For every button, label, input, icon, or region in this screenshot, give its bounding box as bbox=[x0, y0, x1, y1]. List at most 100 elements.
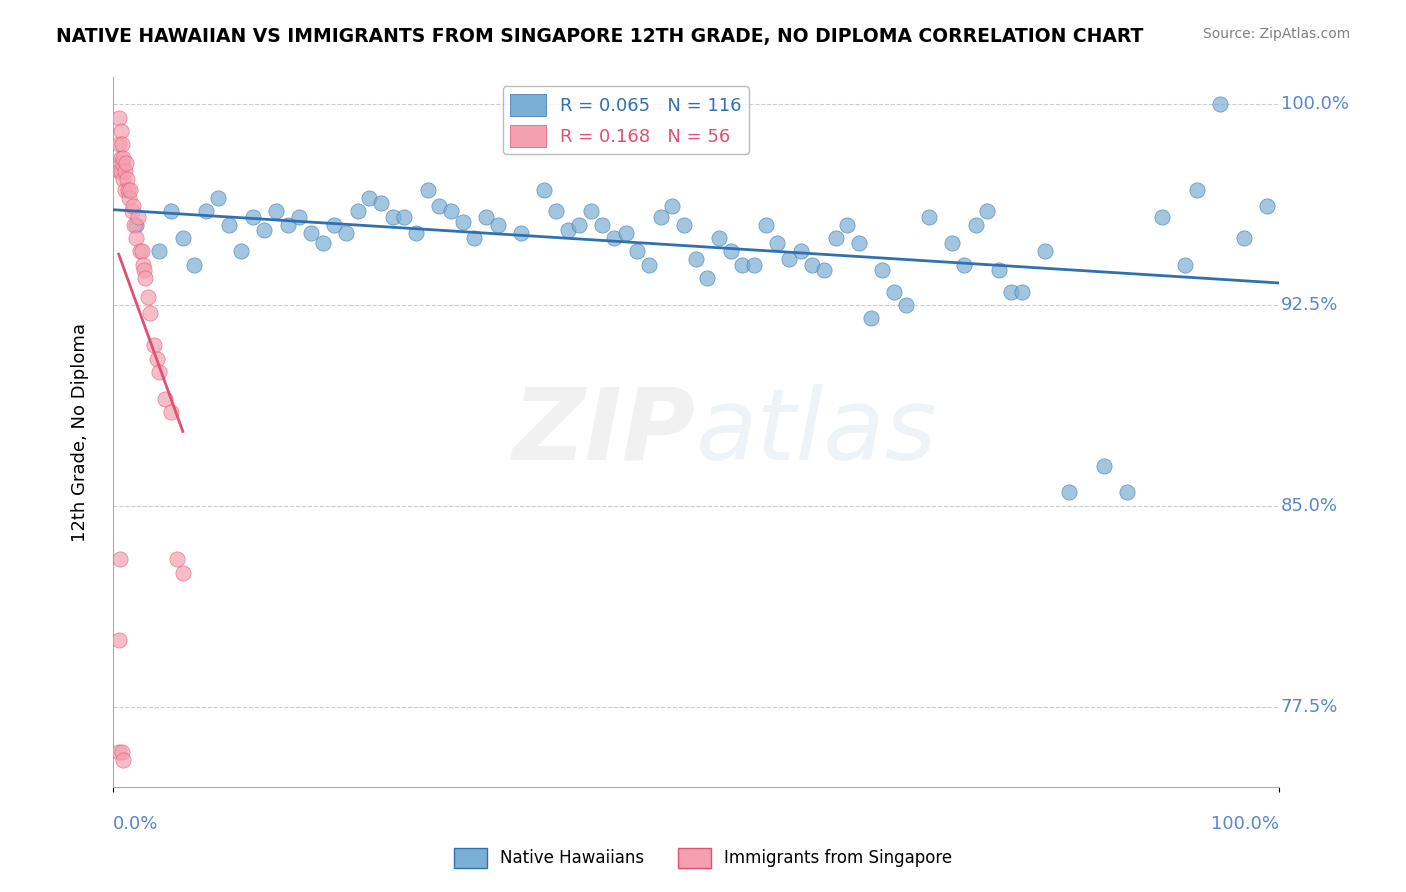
Point bbox=[142, 338, 165, 352]
Point bbox=[115, 172, 138, 186]
Point bbox=[107, 137, 129, 152]
Point bbox=[131, 244, 153, 259]
Point bbox=[557, 223, 579, 237]
Point bbox=[108, 552, 131, 566]
Point bbox=[110, 151, 132, 165]
Point bbox=[346, 204, 368, 219]
Point bbox=[172, 231, 194, 245]
Point bbox=[117, 183, 139, 197]
Point bbox=[110, 124, 132, 138]
Point bbox=[544, 204, 567, 219]
Point bbox=[132, 258, 155, 272]
Point bbox=[1256, 199, 1278, 213]
Point bbox=[953, 258, 976, 272]
Point bbox=[160, 405, 183, 419]
Point bbox=[731, 258, 754, 272]
Point bbox=[614, 226, 637, 240]
Text: NATIVE HAWAIIAN VS IMMIGRANTS FROM SINGAPORE 12TH GRADE, NO DIPLOMA CORRELATION : NATIVE HAWAIIAN VS IMMIGRANTS FROM SINGA… bbox=[56, 27, 1143, 45]
Point bbox=[427, 199, 450, 213]
Point bbox=[475, 210, 498, 224]
Point bbox=[1092, 458, 1115, 473]
Point bbox=[1116, 485, 1139, 500]
Point bbox=[195, 204, 218, 219]
Point bbox=[107, 164, 129, 178]
Point bbox=[685, 252, 707, 267]
Text: 0.0%: 0.0% bbox=[112, 815, 159, 833]
Point bbox=[650, 210, 672, 224]
Point bbox=[416, 183, 439, 197]
Point bbox=[122, 218, 145, 232]
Point bbox=[778, 252, 800, 267]
Point bbox=[859, 311, 882, 326]
Point bbox=[288, 210, 311, 224]
Point bbox=[789, 244, 811, 259]
Point bbox=[118, 191, 141, 205]
Point bbox=[592, 218, 614, 232]
Point bbox=[661, 199, 683, 213]
Point bbox=[121, 199, 143, 213]
Point bbox=[872, 263, 894, 277]
Point bbox=[139, 306, 162, 320]
Point bbox=[323, 218, 346, 232]
Point bbox=[148, 244, 170, 259]
Point bbox=[128, 210, 150, 224]
Text: 77.5%: 77.5% bbox=[1281, 698, 1339, 715]
Point bbox=[107, 745, 129, 759]
Point bbox=[894, 298, 917, 312]
Point bbox=[848, 236, 870, 251]
Point bbox=[207, 191, 229, 205]
Point bbox=[166, 552, 188, 566]
Point bbox=[1035, 244, 1057, 259]
Point bbox=[801, 258, 824, 272]
Point bbox=[253, 223, 276, 237]
Point bbox=[112, 151, 135, 165]
Point bbox=[264, 204, 287, 219]
Point bbox=[883, 285, 905, 299]
Point bbox=[381, 210, 404, 224]
Point bbox=[824, 231, 846, 245]
Point bbox=[696, 271, 718, 285]
Text: ZIP: ZIP bbox=[513, 384, 696, 481]
Point bbox=[120, 183, 142, 197]
Point bbox=[1174, 258, 1197, 272]
Point bbox=[218, 218, 240, 232]
Point bbox=[463, 231, 485, 245]
Point bbox=[1057, 485, 1080, 500]
Point bbox=[440, 204, 463, 219]
Point bbox=[533, 183, 555, 197]
Y-axis label: 12th Grade, No Diploma: 12th Grade, No Diploma bbox=[72, 323, 89, 541]
Point bbox=[813, 263, 835, 277]
Point bbox=[766, 236, 789, 251]
Point bbox=[1185, 183, 1208, 197]
Point bbox=[312, 236, 335, 251]
Legend: R = 0.065   N = 116, R = 0.168   N = 56: R = 0.065 N = 116, R = 0.168 N = 56 bbox=[502, 87, 749, 154]
Point bbox=[112, 172, 135, 186]
Point bbox=[579, 204, 602, 219]
Text: atlas: atlas bbox=[696, 384, 938, 481]
Text: 100.0%: 100.0% bbox=[1211, 815, 1278, 833]
Point bbox=[121, 204, 143, 219]
Point bbox=[918, 210, 941, 224]
Point bbox=[486, 218, 509, 232]
Point bbox=[125, 218, 148, 232]
Point bbox=[125, 231, 148, 245]
Point bbox=[107, 632, 129, 647]
Point bbox=[987, 263, 1010, 277]
Point bbox=[112, 753, 135, 767]
Point bbox=[976, 204, 998, 219]
Point bbox=[359, 191, 381, 205]
Point bbox=[136, 290, 159, 304]
Point bbox=[155, 392, 177, 406]
Point bbox=[626, 244, 648, 259]
Point bbox=[111, 137, 134, 152]
Point bbox=[146, 351, 169, 366]
Point bbox=[1152, 210, 1174, 224]
Point bbox=[134, 263, 156, 277]
Point bbox=[1000, 285, 1022, 299]
Text: 100.0%: 100.0% bbox=[1281, 95, 1348, 113]
Point bbox=[509, 226, 531, 240]
Point bbox=[110, 164, 132, 178]
Point bbox=[114, 156, 136, 170]
Point bbox=[134, 271, 156, 285]
Point bbox=[107, 111, 129, 125]
